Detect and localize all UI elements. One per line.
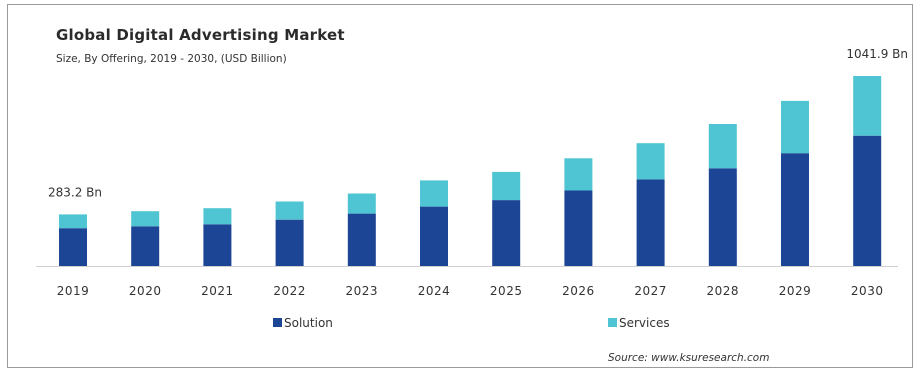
bar-solution-2023 bbox=[347, 213, 376, 266]
x-tick-labels: 2019 2020 2021 2022 2023 2024 2025 2026 2027 2028… bbox=[57, 284, 884, 298]
legend-label-solution: Solution bbox=[284, 316, 333, 330]
bar-services-2026 bbox=[564, 158, 593, 191]
bar-services-2019 bbox=[59, 214, 87, 229]
bar-solution-2030 bbox=[853, 135, 882, 266]
bar-services-2025 bbox=[492, 171, 521, 201]
legend-swatch-solution bbox=[273, 318, 282, 327]
legend: Solution Services bbox=[273, 316, 670, 330]
chart-title: Global Digital Advertising Market bbox=[56, 26, 345, 44]
bar-services-2027 bbox=[636, 143, 665, 180]
total-labels: 283.2 Bn 1041.9 Bn bbox=[48, 47, 908, 199]
bar-services-2024 bbox=[420, 180, 448, 207]
legend-label-services: Services bbox=[619, 316, 670, 330]
chart-subtitle: Size, By Offering, 2019 - 2030, (USD Bil… bbox=[56, 53, 287, 65]
bar-solution-2019 bbox=[59, 228, 87, 266]
x-tick-2027: 2027 bbox=[634, 284, 667, 298]
bar-solution-2028 bbox=[708, 168, 737, 266]
bar-services-2020 bbox=[131, 211, 160, 227]
bar-solution-2026 bbox=[564, 190, 593, 266]
bars-layer bbox=[59, 76, 882, 266]
x-tick-2021: 2021 bbox=[201, 284, 234, 298]
bar-services-2022 bbox=[275, 201, 304, 220]
x-tick-2026: 2026 bbox=[562, 284, 595, 298]
bar-services-2029 bbox=[781, 100, 809, 154]
x-tick-2020: 2020 bbox=[129, 284, 162, 298]
x-tick-2019: 2019 bbox=[57, 284, 90, 298]
x-tick-2029: 2029 bbox=[779, 284, 812, 298]
bar-solution-2027 bbox=[636, 179, 665, 266]
bar-services-2021 bbox=[203, 208, 232, 225]
bar-services-2023 bbox=[347, 193, 376, 214]
legend-swatch-services bbox=[608, 318, 617, 327]
total-label-2030: 1041.9 Bn bbox=[846, 47, 908, 61]
total-label-2019: 283.2 Bn bbox=[48, 185, 102, 199]
chart-frame bbox=[7, 4, 913, 368]
bar-services-2030 bbox=[853, 76, 882, 136]
bar-solution-2029 bbox=[781, 153, 809, 266]
bar-solution-2020 bbox=[131, 226, 160, 266]
x-tick-2023: 2023 bbox=[346, 284, 379, 298]
bar-services-2028 bbox=[708, 124, 737, 169]
x-tick-2030: 2030 bbox=[851, 284, 884, 298]
x-tick-2022: 2022 bbox=[273, 284, 306, 298]
x-tick-2025: 2025 bbox=[490, 284, 523, 298]
bar-solution-2022 bbox=[275, 219, 304, 266]
bar-solution-2025 bbox=[492, 200, 521, 266]
bar-solution-2021 bbox=[203, 224, 232, 266]
x-tick-2028: 2028 bbox=[707, 284, 740, 298]
x-tick-2024: 2024 bbox=[418, 284, 451, 298]
bar-solution-2024 bbox=[420, 206, 448, 266]
source-note: Source: www.ksuresearch.com bbox=[608, 352, 770, 364]
